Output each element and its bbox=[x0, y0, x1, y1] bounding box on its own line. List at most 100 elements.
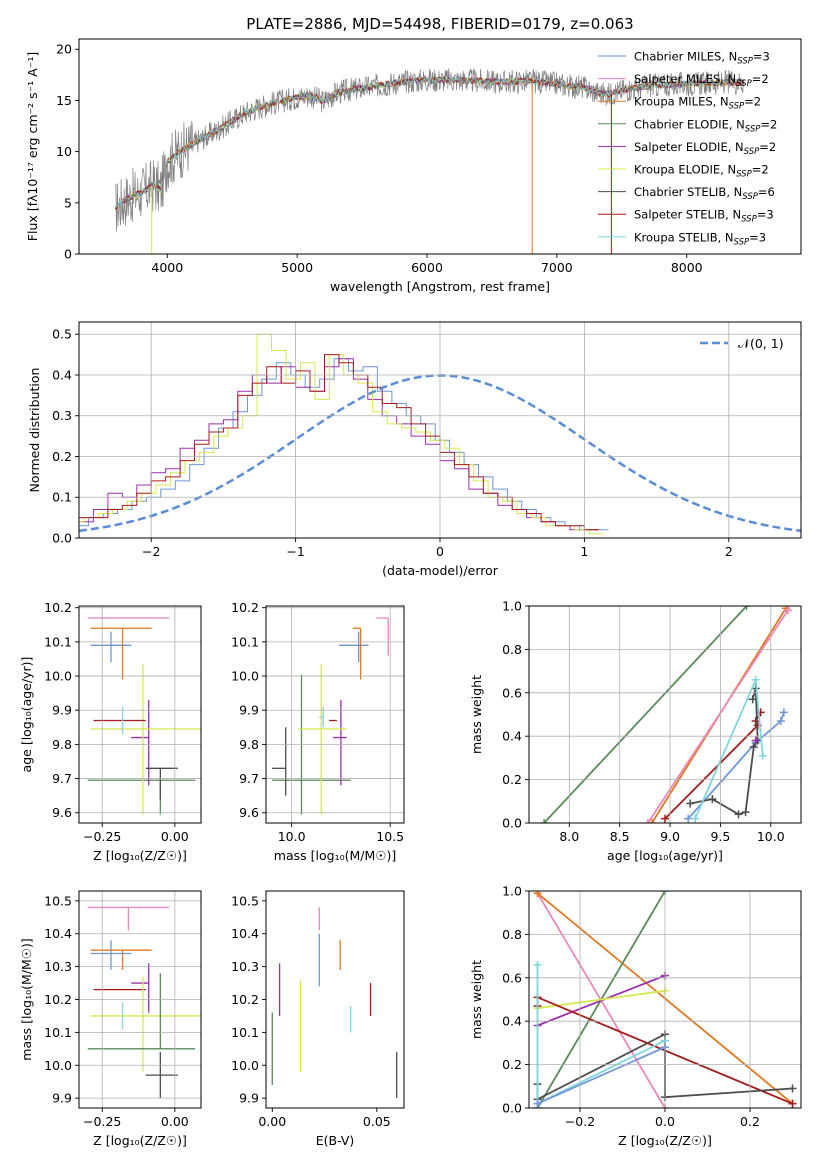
y-tick-label: 9.9 bbox=[52, 1091, 72, 1106]
axes-frame bbox=[78, 321, 802, 539]
axes-frame bbox=[265, 605, 405, 824]
y-tick-label: 10.1 bbox=[231, 634, 259, 649]
y-tick-label: 0.3 bbox=[52, 408, 72, 423]
legend-label: Chabrier MILES, NSSP=3 bbox=[634, 50, 770, 67]
plot-area-residuals bbox=[79, 333, 801, 535]
x-tick-label: 10.0 bbox=[757, 829, 785, 844]
x-tick-label: 0.00 bbox=[161, 829, 189, 844]
y-tick-label: 1.0 bbox=[502, 884, 522, 899]
panel-spectrum: 4000 5000 6000 7000 8000 0 5 10 15 20 wavelength [… bbox=[25, 38, 802, 294]
panel-EBV-mass: 0.00 0.05 9.9 10.0 10.1 10.2 10.3 10.4 10.5 E(B-V… bbox=[231, 890, 405, 1148]
y-tick-label: 10.3 bbox=[231, 959, 259, 974]
y-tick-label: 9.8 bbox=[52, 737, 72, 752]
y-tick-label: 9.6 bbox=[239, 805, 259, 820]
y-tick-label: 0.2 bbox=[52, 449, 72, 464]
x-axis-label: mass [log₁₀(M/M☉)] bbox=[274, 848, 396, 863]
y-tick-label: 20 bbox=[56, 42, 72, 57]
y-tick-label: 9.6 bbox=[52, 805, 72, 820]
x-tick-label: 10.5 bbox=[376, 829, 404, 844]
histogram-step bbox=[79, 354, 599, 531]
y-tick-label: 10.5 bbox=[44, 893, 72, 908]
legend-label: Chabrier STELIB, NSSP=6 bbox=[634, 185, 775, 202]
y-tick-label: 0.5 bbox=[52, 327, 72, 342]
y-tick-label: 0.2 bbox=[502, 772, 522, 787]
weight-line bbox=[536, 964, 666, 1106]
axes-frame bbox=[78, 38, 802, 255]
panel-weight-Z: −0.2 0.0 0.2 0.0 0.2 0.4 0.6 0.8 1.0 Z [log₁₀(Z/Z… bbox=[469, 884, 802, 1148]
axes-frame bbox=[265, 890, 405, 1109]
y-tick-label: 0.8 bbox=[502, 927, 522, 942]
axes-frame bbox=[78, 890, 202, 1109]
axes-frame bbox=[528, 890, 802, 1109]
plot-area-EBV-mass bbox=[271, 907, 398, 1099]
panel-mass-age: 10.0 10.5 9.6 9.7 9.8 9.9 10.0 10.1 10.2 mass [lo… bbox=[231, 600, 405, 863]
weight-line bbox=[687, 712, 785, 820]
x-tick-label: 9.5 bbox=[710, 829, 730, 844]
y-axis-label: Flux [fλ10⁻¹⁷ erg cm⁻² s⁻¹ A⁻¹] bbox=[25, 52, 40, 241]
x-tick-label: 7000 bbox=[541, 260, 573, 275]
x-tick-label: 0 bbox=[436, 544, 444, 559]
y-tick-label: 0.1 bbox=[52, 490, 72, 505]
panel-Z-age: −0.25 0.00 9.6 9.7 9.8 9.9 10.0 10.1 10.2 Z [log₁… bbox=[19, 600, 202, 863]
legend-label: Chabrier ELODIE, NSSP=2 bbox=[634, 117, 777, 134]
panel-weight-age: 8.0 8.5 9.0 9.5 10.0 0.0 0.2 0.4 0.6 0.8 1.0 age [l… bbox=[469, 599, 802, 863]
y-axis-label: Normed distribution bbox=[27, 368, 42, 493]
x-tick-label: −0.25 bbox=[83, 1114, 121, 1129]
legend-label: 𝒩(0, 1) bbox=[738, 336, 784, 351]
y-tick-label: 10.0 bbox=[231, 669, 259, 684]
x-tick-label: 8000 bbox=[671, 260, 703, 275]
histogram-step bbox=[79, 358, 609, 531]
y-tick-label: 1.0 bbox=[502, 599, 522, 614]
plot-area-spectrum bbox=[114, 68, 745, 254]
y-tick-label: 10.4 bbox=[231, 926, 259, 941]
y-tick-label: 0.6 bbox=[502, 970, 522, 985]
plot-area-Z-mass bbox=[87, 906, 201, 1099]
y-axis-label: mass weight bbox=[469, 675, 484, 754]
y-tick-label: 9.9 bbox=[239, 1091, 259, 1106]
y-tick-label: 0 bbox=[64, 247, 72, 262]
y-tick-label: 9.9 bbox=[52, 703, 72, 718]
panel-residuals: −2 −1 0 1 2 0.0 0.1 0.2 0.3 0.4 0.5 (data-model)/er… bbox=[27, 321, 802, 578]
y-tick-label: 10.2 bbox=[231, 992, 259, 1007]
model-spectrum bbox=[115, 76, 745, 210]
y-tick-label: 9.7 bbox=[239, 771, 259, 786]
y-tick-label: 10.0 bbox=[231, 1058, 259, 1073]
y-tick-label: 9.7 bbox=[52, 771, 72, 786]
x-tick-label: 0.0 bbox=[655, 1114, 675, 1129]
x-tick-label: 8.0 bbox=[559, 829, 579, 844]
observed-spectrum bbox=[115, 68, 745, 232]
axes-frame bbox=[78, 605, 202, 824]
axes-frame bbox=[528, 605, 802, 824]
legend-label: Salpeter ELODIE, NSSP=2 bbox=[634, 140, 776, 157]
y-tick-label: 10.2 bbox=[44, 600, 72, 615]
y-tick-label: 0.0 bbox=[502, 816, 522, 831]
weight-line bbox=[647, 609, 789, 823]
y-axis-label: age [log₁₀(age/yr)] bbox=[19, 657, 34, 773]
legend-label: Kroupa MILES, NSSP=2 bbox=[634, 95, 761, 112]
y-tick-label: 10.4 bbox=[44, 926, 72, 941]
y-tick-label: 10.2 bbox=[231, 600, 259, 615]
y-tick-label: 10.0 bbox=[44, 669, 72, 684]
legend-label: Salpeter STELIB, NSSP=3 bbox=[634, 208, 774, 225]
y-tick-label: 5 bbox=[64, 195, 72, 210]
y-tick-label: 0.4 bbox=[502, 729, 522, 744]
x-axis-label: Z [log₁₀(Z/Z☉)] bbox=[93, 1133, 187, 1148]
y-axis-label: mass [log₁₀(M/M☉)] bbox=[19, 938, 34, 1060]
legend-label: Kroupa STELIB, NSSP=3 bbox=[634, 230, 766, 247]
y-tick-label: 0.0 bbox=[52, 531, 72, 546]
x-tick-label: 5000 bbox=[281, 260, 313, 275]
y-tick-label: 0.4 bbox=[502, 1014, 522, 1029]
x-tick-label: 4000 bbox=[151, 260, 183, 275]
y-axis-label: mass weight bbox=[469, 960, 484, 1039]
x-axis-label: wavelength [Angstrom, rest frame] bbox=[330, 279, 550, 294]
x-axis-label: (data-model)/error bbox=[382, 563, 499, 578]
legend-label: Kroupa ELODIE, NSSP=2 bbox=[634, 163, 769, 180]
weight-line bbox=[543, 606, 748, 823]
x-tick-label: −0.2 bbox=[565, 1114, 595, 1129]
y-tick-label: 10.3 bbox=[44, 959, 72, 974]
figure-title: PLATE=2886, MJD=54498, FIBERID=0179, z=0… bbox=[246, 15, 633, 33]
legend-label: Salpeter MILES, NSSP=2 bbox=[634, 72, 769, 89]
y-tick-label: 0.2 bbox=[502, 1057, 522, 1072]
